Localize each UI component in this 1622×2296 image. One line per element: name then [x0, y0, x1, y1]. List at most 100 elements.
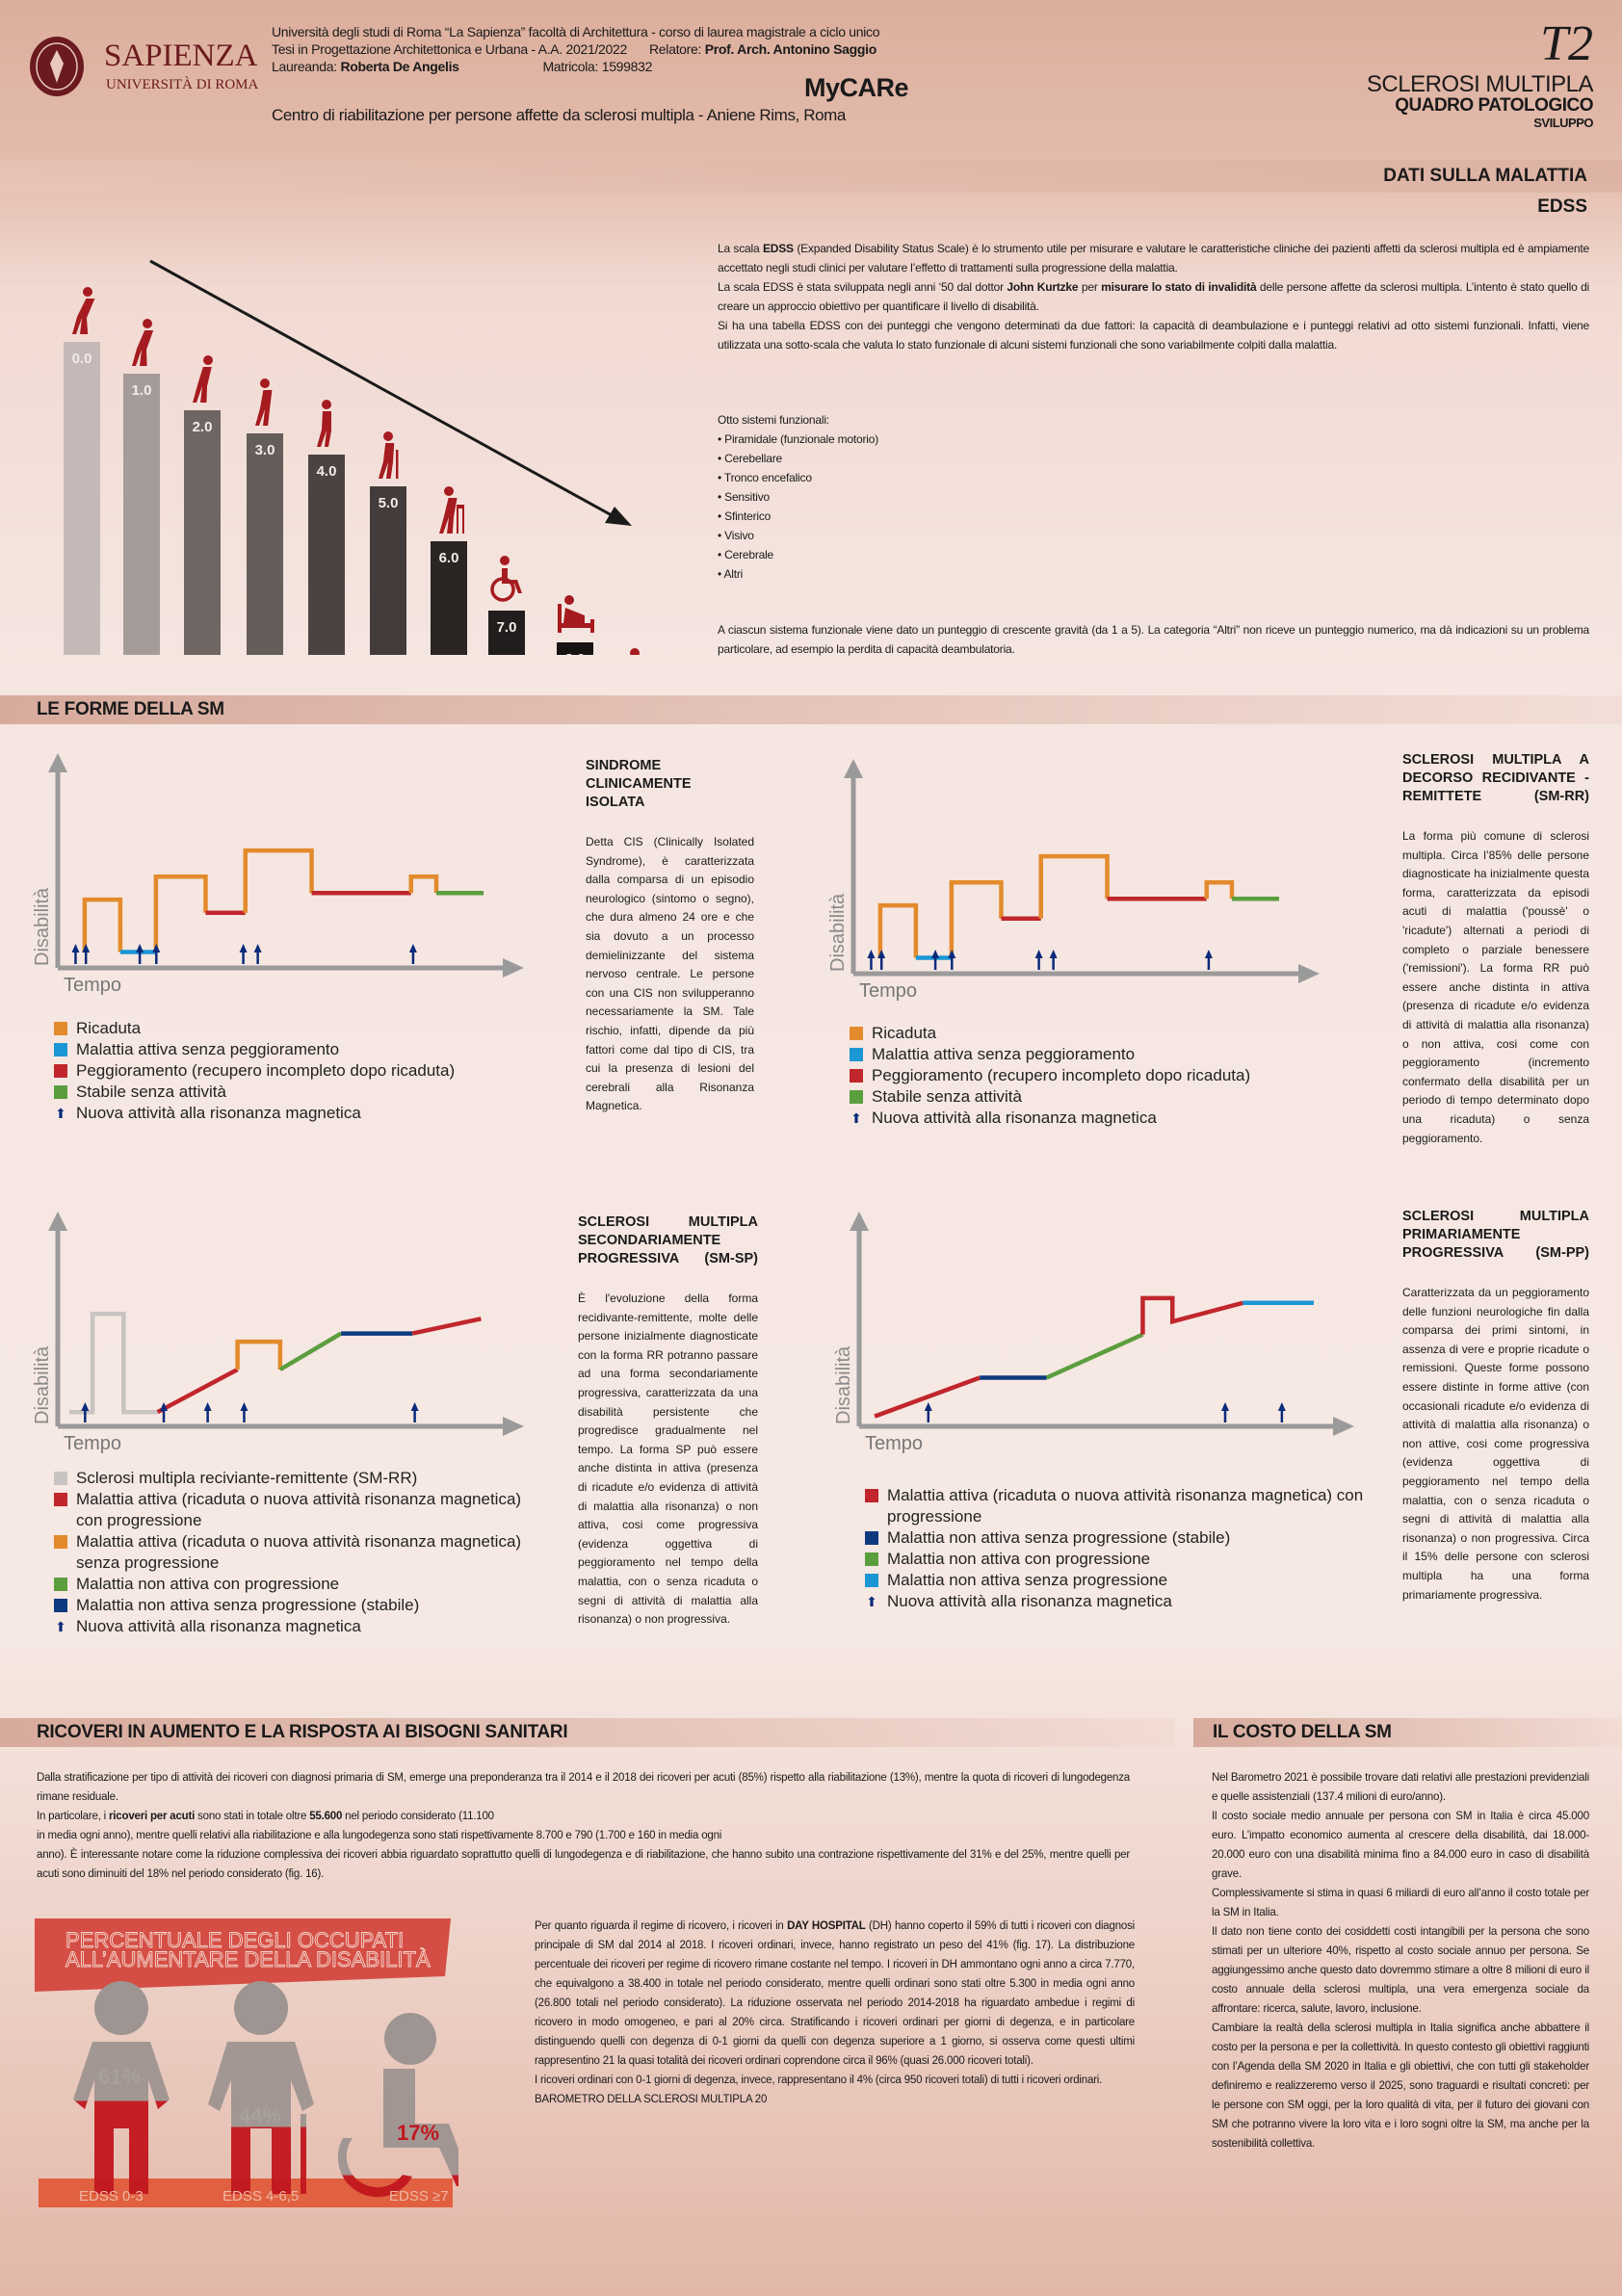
legend-label: Malattia non attiva senza progressione	[887, 1571, 1168, 1589]
series-segment-peggioramento	[874, 1375, 981, 1419]
sp-title: SCLEROSI MULTIPLA SECONDARIAMENTE PROGRE…	[578, 1214, 758, 1266]
laureanda-label: Laureanda:	[272, 59, 337, 74]
edss-paragraph-1: La scala EDSS (Expanded Disability Statu…	[718, 242, 1589, 274]
series-segment-peggioramento	[1140, 1295, 1243, 1335]
pp-text-block: SCLEROSI MULTIPLA PRIMARIAMENTE PROGRESS…	[1402, 1208, 1589, 1605]
rr-chart: Disabilità Tempo	[827, 759, 1320, 1002]
legend-swatch	[54, 1599, 67, 1612]
y-axis-label: Disabilità	[32, 887, 53, 966]
mri-activity-arrow-icon	[924, 1402, 932, 1422]
system-item: • Tronco encefalico	[718, 471, 812, 484]
legend-label: Malattia attiva (ricaduta o nuova attivi…	[76, 1490, 522, 1529]
legend-swatch	[865, 1552, 878, 1566]
mri-activity-arrow-icon	[1204, 950, 1213, 970]
section-title-costo: IL COSTO DELLA SM	[1193, 1718, 1622, 1747]
edss-paragraph-2: La scala EDSS è stata sviluppata negli a…	[718, 280, 1590, 313]
legend-label: Ricaduta	[76, 1019, 142, 1037]
x-axis-arrow-icon	[503, 958, 524, 978]
legend-item-peggioramento: Peggioramento (recupero incompleto dopo …	[54, 1060, 455, 1082]
project-title: MyCARe	[804, 73, 909, 102]
sp-text: È l'evoluzione della forma recidivante-r…	[578, 1292, 758, 1627]
legend-item-navy: Malattia non attiva senza progressione (…	[865, 1527, 1366, 1549]
percentage-label: 17%	[397, 2121, 439, 2145]
legend-swatch	[54, 1085, 67, 1099]
relatore: Prof. Arch. Antonino Saggio	[704, 41, 877, 57]
trend-arrow-line	[149, 259, 621, 522]
series-segment-ricaduta	[82, 897, 123, 952]
edss-bar-label: 0.0	[72, 351, 92, 367]
section-title-forme: LE FORME DELLA SM	[0, 695, 1622, 724]
mri-activity-arrow-icon	[240, 1402, 249, 1422]
legend-swatch	[54, 1472, 67, 1485]
mri-activity-arrow-icon	[408, 944, 417, 964]
laureanda: Roberta De Angelis	[340, 59, 459, 74]
mri-activity-arrow-icon	[948, 950, 956, 970]
project-subtitle: Centro di riabilitazione per persone aff…	[272, 106, 846, 124]
person-icon	[73, 2042, 170, 2194]
system-item: • Sfinterico	[718, 509, 772, 523]
legend-item-peggioramento: Malattia attiva (ricaduta o nuova attivi…	[865, 1485, 1366, 1527]
category-label: EDSS 4-6,5	[222, 2188, 299, 2205]
bed-sitting-icon	[558, 595, 594, 633]
pp-legend: Malattia attiva (ricaduta o nuova attivi…	[865, 1485, 1366, 1612]
legend-item-navy: Malattia non attiva senza progressione (…	[54, 1595, 536, 1616]
legend-item-ricaduta: Malattia attiva (ricaduta o nuova attivi…	[54, 1531, 536, 1574]
occupati-infographic: PERCENTUALE DEGLI OCCUPATIALL’AUMENTARE …	[35, 1918, 458, 2207]
day-hospital-text: Per quanto riguarda il regime di ricover…	[535, 1917, 1135, 2109]
x-axis-arrow-icon	[1333, 1417, 1354, 1436]
legend-label: Malattia attiva (ricaduta o nuova attivi…	[76, 1532, 522, 1572]
series-segment-stabile	[1045, 1332, 1144, 1380]
pp-text: Caratterizzata da un peggioramento delle…	[1402, 1286, 1589, 1602]
sp-chart: Disabilità Tempo	[32, 1212, 524, 1454]
legend-swatch	[865, 1574, 878, 1587]
series-segment-ricaduta	[243, 848, 314, 913]
mri-activity-arrow-icon	[1277, 1402, 1286, 1422]
legend-label: Nuova attività alla risonanza magnetica	[76, 1104, 361, 1122]
running-icon	[132, 319, 154, 366]
mri-activity-arrow-icon	[1049, 950, 1058, 970]
legend-swatch	[865, 1531, 878, 1545]
figure-head	[234, 1981, 288, 2035]
legend-item-ricaduta: Ricaduta	[54, 1018, 455, 1039]
series-segment-ricaduta	[949, 880, 1004, 958]
legend-item-arrow: ⬆ Nuova attività alla risonanza magnetica	[54, 1103, 455, 1124]
series-segment-ricaduta	[235, 1339, 283, 1370]
costo-text: Nel Barometro 2021 è possibile trovare d…	[1212, 1768, 1589, 2153]
legend-label: Malattia non attiva senza progressione (…	[76, 1596, 420, 1614]
edss-bar-label: 4.0	[317, 463, 337, 480]
costo-paragraph: Cambiare la realtà della sclerosi multip…	[1212, 2022, 1589, 2150]
legend-swatch	[54, 1043, 67, 1057]
rr-legend: Ricaduta Malattia attiva senza peggiorame…	[850, 1023, 1250, 1129]
section-title-dati: DATI SULLA MALATTIA	[1383, 166, 1587, 186]
legend-item-stabile: Malattia non attiva con progressione	[865, 1549, 1366, 1570]
mri-activity-arrow-icon	[1034, 950, 1043, 970]
systems-list: • Piramidale (funzionale motorio) • Cereb…	[718, 430, 1589, 584]
wheelchair-icon	[337, 2069, 458, 2198]
legend-swatch	[54, 1022, 67, 1035]
edss-bar-label: 2.0	[193, 419, 213, 435]
legend-swatch	[54, 1064, 67, 1078]
mri-activity-arrow-icon	[867, 950, 876, 970]
walking-icon	[193, 355, 213, 403]
x-axis-arrow-icon	[503, 1417, 524, 1436]
legend-item-stabile: Stabile senza attività	[54, 1082, 455, 1103]
y-axis-arrow-icon	[48, 1212, 67, 1231]
sp-legend: Sclerosi multipla reciviante-remittente …	[54, 1468, 536, 1637]
x-axis-arrow-icon	[1298, 964, 1320, 983]
mri-activity-arrow-icon	[152, 944, 161, 964]
running-tennis-icon	[72, 287, 95, 334]
legend-item-gray: Sclerosi multipla reciviante-remittente …	[54, 1468, 536, 1489]
legend-item-peggioramento: Malattia attiva (ricaduta o nuova attivi…	[54, 1489, 536, 1531]
legend-label: Nuova attività alla risonanza magnetica	[887, 1592, 1172, 1610]
logo-name: SAPIENZA	[104, 39, 258, 73]
legend-label: Ricaduta	[872, 1024, 937, 1042]
edss-bar	[370, 486, 406, 655]
subtopic-title: QUADRO PATOLOGICO	[1395, 95, 1593, 116]
relatore-label: Relatore:	[649, 41, 702, 57]
system-item: • Piramidale (funzionale motorio)	[718, 432, 879, 446]
system-item: • Altri	[718, 567, 744, 581]
edss-bar-label: 3.0	[255, 442, 275, 458]
edss-bar	[64, 342, 100, 655]
ricoveri-intro: Dalla stratificazione per tipo di attivi…	[37, 1772, 1130, 1880]
legend-label: Stabile senza attività	[872, 1087, 1022, 1106]
